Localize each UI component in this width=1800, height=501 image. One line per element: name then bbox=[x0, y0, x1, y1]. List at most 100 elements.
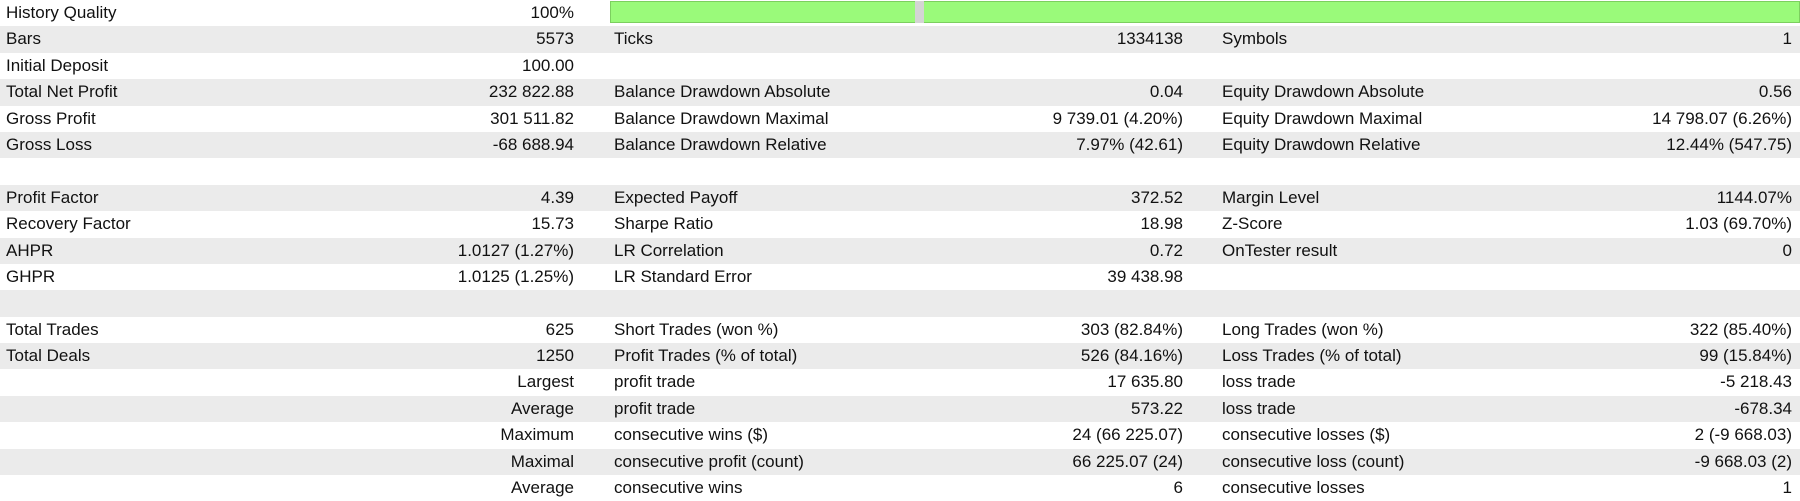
ontester-result-label: OnTester result bbox=[1222, 240, 1338, 260]
row-maximal-consecutive: Maximal consecutive profit (count) 66 22… bbox=[0, 448, 1800, 476]
max-consecutive-wins-label: consecutive wins ($) bbox=[614, 425, 769, 445]
average-loss-trade-value: -678.34 bbox=[1734, 398, 1792, 418]
ticks-value: 1334138 bbox=[1116, 29, 1183, 49]
profit-factor-label: Profit Factor bbox=[6, 187, 99, 207]
history-quality-bar-divider bbox=[915, 1, 924, 23]
loss-trades-label: Loss Trades (% of total) bbox=[1222, 346, 1402, 366]
maximal-consecutive-prefix: Maximal bbox=[510, 451, 574, 471]
recovery-factor-label: Recovery Factor bbox=[6, 214, 131, 234]
equity-dd-maximal-value: 14 798.07 (6.26%) bbox=[1652, 108, 1792, 128]
row-spacer bbox=[0, 158, 1800, 184]
balance-dd-absolute-value: 0.04 bbox=[1149, 82, 1183, 102]
symbols-value: 1 bbox=[1782, 29, 1792, 49]
history-quality-bar bbox=[610, 1, 1800, 23]
ticks-label: Ticks bbox=[614, 29, 654, 49]
z-score-label: Z-Score bbox=[1222, 214, 1283, 234]
average-consecutive-losses-value: 1 bbox=[1782, 478, 1792, 498]
margin-level-label: Margin Level bbox=[1222, 187, 1320, 207]
row-total-deals: Total Deals 1250 Profit Trades (% of tot… bbox=[0, 343, 1800, 370]
gross-profit-label: Gross Profit bbox=[6, 108, 96, 128]
profit-trades-value: 526 (84.16%) bbox=[1080, 346, 1183, 366]
sharpe-ratio-value: 18.98 bbox=[1140, 214, 1183, 234]
gross-loss-value: -68 688.94 bbox=[492, 134, 574, 154]
row-recovery-factor: Recovery Factor 15.73 Sharpe Ratio 18.98… bbox=[0, 211, 1800, 237]
largest-profit-trade-value: 17 635.80 bbox=[1107, 372, 1183, 392]
equity-dd-absolute-label: Equity Drawdown Absolute bbox=[1222, 82, 1425, 102]
average-profit-trade-label: profit trade bbox=[614, 398, 696, 418]
row-gross-loss: Gross Loss -68 688.94 Balance Drawdown R… bbox=[0, 131, 1800, 159]
max-consecutive-losses-label: consecutive losses ($) bbox=[1222, 425, 1391, 445]
ghpr-label: GHPR bbox=[6, 266, 56, 286]
symbols-label: Symbols bbox=[1222, 29, 1288, 49]
average-consecutive-wins-label: consecutive wins bbox=[614, 478, 743, 498]
ontester-result-value: 0 bbox=[1782, 240, 1792, 260]
total-net-profit-label: Total Net Profit bbox=[6, 82, 118, 102]
total-deals-value: 1250 bbox=[536, 346, 574, 366]
row-total-net-profit: Total Net Profit 232 822.88 Balance Draw… bbox=[0, 79, 1800, 106]
lr-standard-error-value: 39 438.98 bbox=[1107, 266, 1183, 286]
balance-dd-maximal-label: Balance Drawdown Maximal bbox=[614, 108, 829, 128]
row-largest: Largest profit trade 17 635.80 loss trad… bbox=[0, 369, 1800, 395]
row-gross-profit: Gross Profit 301 511.82 Balance Drawdown… bbox=[0, 106, 1800, 132]
expected-payoff-label: Expected Payoff bbox=[614, 187, 738, 207]
ahpr-value: 1.0127 (1.27%) bbox=[457, 240, 574, 260]
balance-dd-relative-value: 7.97% (42.61) bbox=[1076, 134, 1183, 154]
bars-label: Bars bbox=[6, 29, 41, 49]
largest-profit-trade-label: profit trade bbox=[614, 372, 696, 392]
bars-value: 5573 bbox=[536, 29, 574, 49]
short-trades-label: Short Trades (won %) bbox=[614, 319, 779, 339]
maximal-consecutive-profit-label: consecutive profit (count) bbox=[614, 451, 804, 471]
total-deals-label: Total Deals bbox=[6, 346, 91, 366]
history-quality-value: 100% bbox=[530, 3, 574, 22]
average-profit-trade-value: 573.22 bbox=[1131, 398, 1183, 418]
gross-profit-value: 301 511.82 bbox=[490, 108, 574, 128]
expected-payoff-value: 372.52 bbox=[1131, 187, 1183, 207]
maximal-consecutive-loss-label: consecutive loss (count) bbox=[1222, 451, 1405, 471]
largest-loss-trade-label: loss trade bbox=[1222, 372, 1296, 392]
max-consecutive-losses-value: 2 (-9 668.03) bbox=[1694, 425, 1792, 445]
largest-prefix: Largest bbox=[517, 372, 574, 392]
z-score-value: 1.03 (69.70%) bbox=[1685, 214, 1792, 234]
profit-factor-value: 4.39 bbox=[540, 187, 574, 207]
average-consecutive-wins-value: 6 bbox=[1173, 478, 1183, 498]
lr-standard-error-label: LR Standard Error bbox=[614, 266, 752, 286]
profit-trades-label: Profit Trades (% of total) bbox=[614, 346, 798, 366]
balance-dd-absolute-label: Balance Drawdown Absolute bbox=[614, 82, 831, 102]
lr-correlation-value: 0.72 bbox=[1149, 240, 1183, 260]
total-net-profit-value: 232 822.88 bbox=[488, 82, 574, 102]
total-trades-label: Total Trades bbox=[6, 319, 99, 339]
lr-correlation-label: LR Correlation bbox=[614, 240, 724, 260]
balance-dd-relative-label: Balance Drawdown Relative bbox=[614, 134, 827, 154]
equity-dd-absolute-value: 0.56 bbox=[1758, 82, 1792, 102]
row-average-consecutive: Average consecutive wins 6 consecutive l… bbox=[0, 475, 1800, 501]
history-quality-label: History Quality bbox=[6, 3, 117, 22]
initial-deposit-value: 100.00 bbox=[522, 55, 574, 75]
average-trade-prefix: Average bbox=[510, 398, 574, 418]
average-consecutive-prefix: Average bbox=[510, 478, 574, 498]
sharpe-ratio-label: Sharpe Ratio bbox=[614, 214, 714, 234]
row-ahpr: AHPR 1.0127 (1.27%) LR Correlation 0.72 … bbox=[0, 237, 1800, 264]
average-loss-trade-label: loss trade bbox=[1222, 398, 1296, 418]
row-bars: Bars 5573 Ticks 1334138 Symbols 1 bbox=[0, 26, 1800, 53]
maximal-consecutive-profit-value: 66 225.07 (24) bbox=[1072, 451, 1183, 471]
row-profit-factor: Profit Factor 4.39 Expected Payoff 372.5… bbox=[0, 184, 1800, 212]
long-trades-value: 322 (85.40%) bbox=[1689, 319, 1792, 339]
equity-dd-maximal-label: Equity Drawdown Maximal bbox=[1222, 108, 1423, 128]
row-average-trade: Average profit trade 573.22 loss trade -… bbox=[0, 395, 1800, 423]
equity-dd-relative-value: 12.44% (547.75) bbox=[1666, 134, 1792, 154]
short-trades-value: 303 (82.84%) bbox=[1080, 319, 1183, 339]
row-maximum-consecutive: Maximum consecutive wins ($) 24 (66 225.… bbox=[0, 422, 1800, 448]
long-trades-label: Long Trades (won %) bbox=[1222, 319, 1384, 339]
ahpr-label: AHPR bbox=[6, 240, 54, 260]
average-consecutive-losses-label: consecutive losses bbox=[1222, 478, 1365, 498]
equity-dd-relative-label: Equity Drawdown Relative bbox=[1222, 134, 1421, 154]
max-consecutive-wins-value: 24 (66 225.07) bbox=[1072, 425, 1183, 445]
largest-loss-trade-value: -5 218.43 bbox=[1720, 372, 1792, 392]
initial-deposit-label: Initial Deposit bbox=[6, 55, 109, 75]
gross-loss-label: Gross Loss bbox=[6, 134, 92, 154]
ghpr-value: 1.0125 (1.25%) bbox=[457, 266, 574, 286]
maximal-consecutive-loss-value: -9 668.03 (2) bbox=[1694, 451, 1792, 471]
row-initial-deposit: Initial Deposit 100.00 bbox=[0, 53, 1800, 79]
recovery-factor-value: 15.73 bbox=[531, 214, 574, 234]
